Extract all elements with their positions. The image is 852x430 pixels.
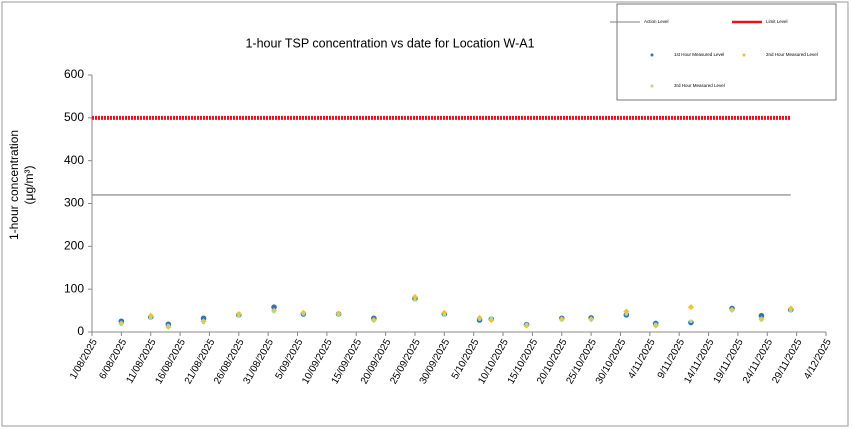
y-tick-label: 500 bbox=[64, 110, 84, 124]
legend-label: Limit Level bbox=[766, 19, 788, 24]
point bbox=[730, 308, 734, 313]
legend-label: Action Level bbox=[644, 19, 669, 24]
point bbox=[758, 312, 765, 319]
legend-label: 2nd Hour Measured Level bbox=[766, 52, 818, 57]
point bbox=[413, 298, 417, 302]
legend-swatch bbox=[650, 53, 654, 57]
point bbox=[301, 312, 306, 316]
y-tick-label: 300 bbox=[64, 196, 84, 210]
point bbox=[689, 319, 693, 324]
y-tick-label: 400 bbox=[64, 153, 84, 167]
legend-swatch bbox=[742, 53, 746, 57]
point bbox=[653, 322, 658, 327]
point bbox=[623, 308, 630, 315]
chart-title: 1-hour TSP concentration vs date for Loc… bbox=[245, 36, 534, 50]
point bbox=[372, 319, 376, 323]
y-axis-label: (μg/m³) bbox=[22, 166, 36, 205]
point bbox=[489, 316, 494, 321]
point bbox=[272, 309, 276, 314]
point bbox=[524, 322, 529, 327]
point bbox=[687, 304, 694, 311]
point bbox=[336, 313, 341, 317]
y-tick-label: 100 bbox=[64, 281, 84, 295]
point bbox=[442, 313, 447, 317]
point bbox=[166, 323, 171, 328]
point bbox=[559, 318, 564, 322]
point bbox=[119, 322, 124, 327]
y-axis-label: 1-hour concentration bbox=[7, 130, 21, 240]
y-tick-label: 200 bbox=[64, 239, 84, 253]
point bbox=[201, 320, 206, 325]
point bbox=[624, 312, 629, 316]
legend-label: 3rd Hour Measured Level bbox=[674, 83, 725, 88]
point bbox=[148, 316, 153, 320]
point bbox=[237, 313, 241, 318]
y-tick-label: 0 bbox=[77, 324, 84, 338]
point bbox=[477, 317, 482, 321]
legend-swatch bbox=[650, 84, 654, 88]
legend-box bbox=[616, 3, 837, 101]
point bbox=[589, 318, 593, 322]
y-tick-label: 600 bbox=[64, 67, 84, 81]
point bbox=[759, 318, 764, 322]
point bbox=[788, 308, 793, 313]
point bbox=[411, 293, 418, 300]
point bbox=[271, 304, 277, 310]
legend-label: 1st Hour Measured Level bbox=[674, 52, 724, 57]
